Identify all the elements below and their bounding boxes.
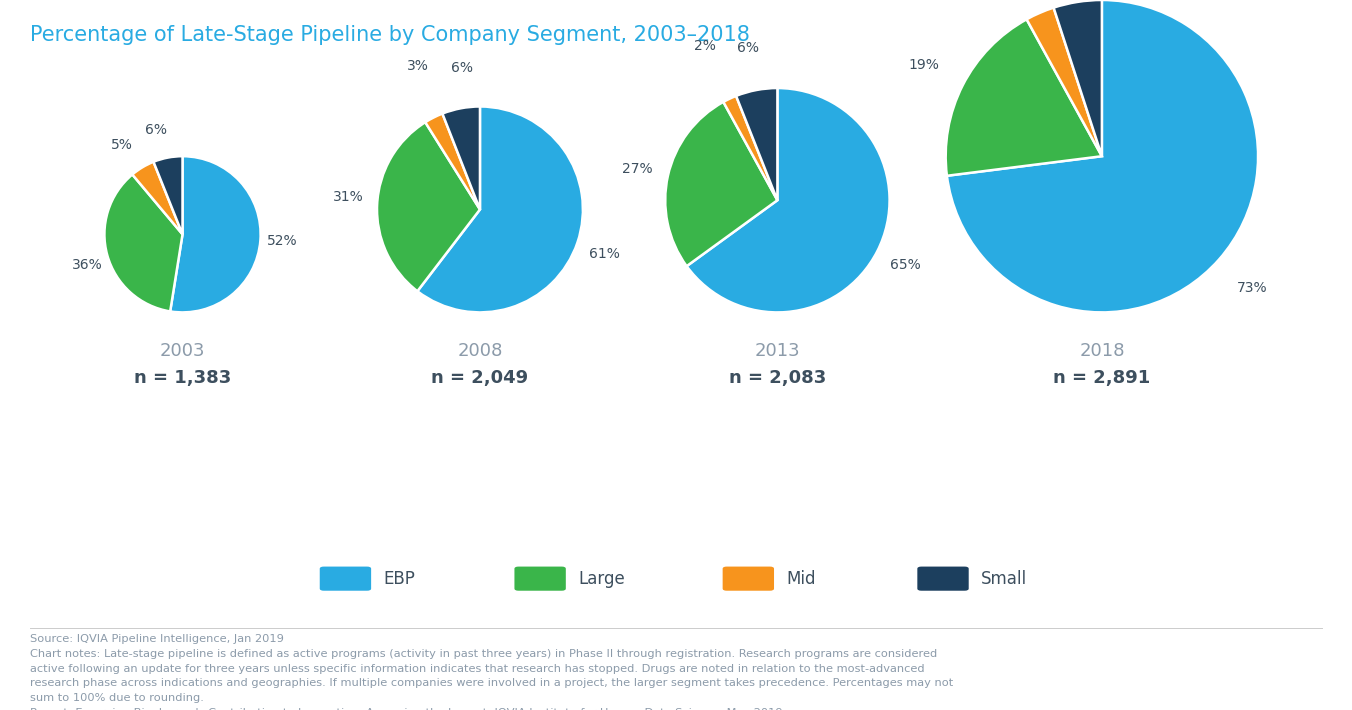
Text: 5%: 5% [111, 138, 132, 152]
Text: 31%: 31% [334, 190, 364, 204]
Text: 6%: 6% [452, 62, 473, 75]
Wedge shape [723, 96, 777, 200]
Text: n = 1,383: n = 1,383 [134, 369, 231, 387]
Text: 2003: 2003 [160, 342, 206, 360]
Text: 61%: 61% [588, 247, 619, 261]
FancyBboxPatch shape [918, 567, 969, 591]
Wedge shape [687, 88, 890, 312]
Wedge shape [418, 106, 583, 312]
Wedge shape [1026, 8, 1102, 156]
Text: 52%: 52% [266, 234, 297, 248]
Text: 6%: 6% [737, 41, 760, 55]
Wedge shape [945, 19, 1102, 176]
Wedge shape [154, 156, 183, 234]
Text: 36%: 36% [72, 258, 103, 272]
Text: 65%: 65% [890, 258, 921, 273]
Text: 19%: 19% [909, 58, 940, 72]
Text: n = 2,891: n = 2,891 [1053, 369, 1151, 387]
Text: Source: IQVIA Pipeline Intelligence, Jan 2019
Chart notes: Late-stage pipeline i: Source: IQVIA Pipeline Intelligence, Jan… [30, 634, 953, 710]
Wedge shape [377, 122, 480, 291]
Text: 27%: 27% [622, 162, 653, 176]
Wedge shape [170, 156, 261, 312]
Wedge shape [426, 114, 480, 209]
Wedge shape [946, 0, 1259, 312]
Text: Percentage of Late-Stage Pipeline by Company Segment, 2003–2018: Percentage of Late-Stage Pipeline by Com… [30, 25, 749, 45]
Text: n = 2,083: n = 2,083 [729, 369, 826, 387]
Text: 2008: 2008 [457, 342, 503, 360]
Text: EBP: EBP [384, 569, 415, 588]
Text: 6%: 6% [145, 123, 166, 137]
Wedge shape [735, 88, 777, 200]
Text: 73%: 73% [1237, 281, 1267, 295]
FancyBboxPatch shape [723, 567, 775, 591]
Text: n = 2,049: n = 2,049 [431, 369, 529, 387]
Text: 2013: 2013 [754, 342, 800, 360]
Text: Small: Small [982, 569, 1028, 588]
Text: Mid: Mid [787, 569, 815, 588]
Wedge shape [1053, 0, 1102, 156]
FancyBboxPatch shape [514, 567, 565, 591]
Wedge shape [104, 175, 183, 312]
Text: Large: Large [579, 569, 625, 588]
Wedge shape [132, 162, 183, 234]
Wedge shape [442, 106, 480, 209]
Text: 2%: 2% [694, 39, 715, 53]
FancyBboxPatch shape [320, 567, 370, 591]
Wedge shape [665, 102, 777, 266]
Text: 2018: 2018 [1079, 342, 1125, 360]
Text: 3%: 3% [407, 59, 429, 73]
